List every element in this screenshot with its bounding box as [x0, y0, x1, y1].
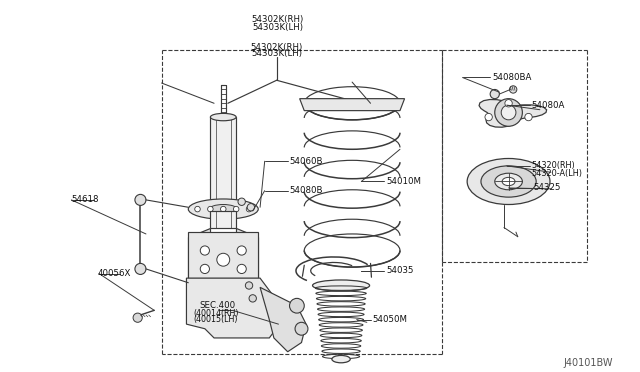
- Polygon shape: [211, 117, 236, 209]
- Polygon shape: [300, 99, 404, 110]
- Circle shape: [525, 113, 532, 121]
- Text: 54035: 54035: [386, 266, 413, 275]
- Text: 54320(RH): 54320(RH): [532, 161, 575, 170]
- Text: (40015(LH): (40015(LH): [194, 315, 238, 324]
- Text: 54302K(RH): 54302K(RH): [252, 15, 304, 24]
- Ellipse shape: [467, 158, 550, 205]
- Circle shape: [221, 206, 226, 212]
- Ellipse shape: [481, 166, 536, 197]
- Circle shape: [200, 246, 209, 255]
- Text: 54303K(LH): 54303K(LH): [251, 49, 302, 58]
- Ellipse shape: [188, 199, 259, 219]
- Circle shape: [195, 206, 200, 212]
- Ellipse shape: [502, 177, 515, 186]
- Circle shape: [245, 282, 253, 289]
- Text: 54060B: 54060B: [289, 157, 323, 166]
- Circle shape: [217, 253, 230, 266]
- Ellipse shape: [332, 355, 350, 363]
- Polygon shape: [211, 211, 236, 228]
- Circle shape: [490, 89, 499, 99]
- Circle shape: [207, 206, 213, 212]
- Text: SEC.400: SEC.400: [199, 301, 236, 310]
- Text: 54325: 54325: [533, 183, 561, 192]
- Polygon shape: [260, 287, 306, 352]
- Polygon shape: [236, 228, 259, 278]
- Circle shape: [200, 264, 209, 273]
- Circle shape: [234, 206, 239, 212]
- Text: 54302K(RH): 54302K(RH): [250, 42, 303, 52]
- Ellipse shape: [495, 173, 522, 190]
- Circle shape: [247, 203, 255, 211]
- Polygon shape: [186, 278, 283, 338]
- Circle shape: [135, 195, 146, 205]
- Text: 54080A: 54080A: [532, 100, 565, 110]
- Polygon shape: [188, 232, 259, 278]
- Text: 54320-A(LH): 54320-A(LH): [532, 169, 582, 178]
- Ellipse shape: [209, 205, 237, 214]
- Circle shape: [246, 206, 252, 212]
- Text: 40056X: 40056X: [97, 269, 131, 278]
- Circle shape: [485, 113, 492, 121]
- Circle shape: [135, 263, 146, 275]
- Text: (40014(RH): (40014(RH): [194, 309, 239, 318]
- Ellipse shape: [211, 113, 236, 121]
- Circle shape: [289, 298, 304, 313]
- Circle shape: [249, 295, 257, 302]
- Circle shape: [237, 246, 246, 255]
- Text: J40101BW: J40101BW: [564, 358, 613, 368]
- Text: 54618: 54618: [72, 195, 99, 204]
- Circle shape: [238, 198, 245, 205]
- Circle shape: [237, 264, 246, 273]
- Circle shape: [295, 322, 308, 335]
- Text: 54080B: 54080B: [289, 186, 323, 195]
- Text: 54303K(LH): 54303K(LH): [253, 23, 303, 32]
- Text: 54010M: 54010M: [386, 177, 421, 186]
- Circle shape: [133, 313, 142, 322]
- Text: 54050M: 54050M: [372, 315, 408, 324]
- Circle shape: [505, 100, 512, 107]
- Circle shape: [501, 105, 516, 120]
- Circle shape: [509, 86, 517, 93]
- Circle shape: [495, 99, 522, 126]
- Ellipse shape: [312, 280, 369, 291]
- Text: 54080BA: 54080BA: [492, 73, 531, 82]
- Polygon shape: [188, 228, 211, 278]
- Polygon shape: [479, 99, 547, 127]
